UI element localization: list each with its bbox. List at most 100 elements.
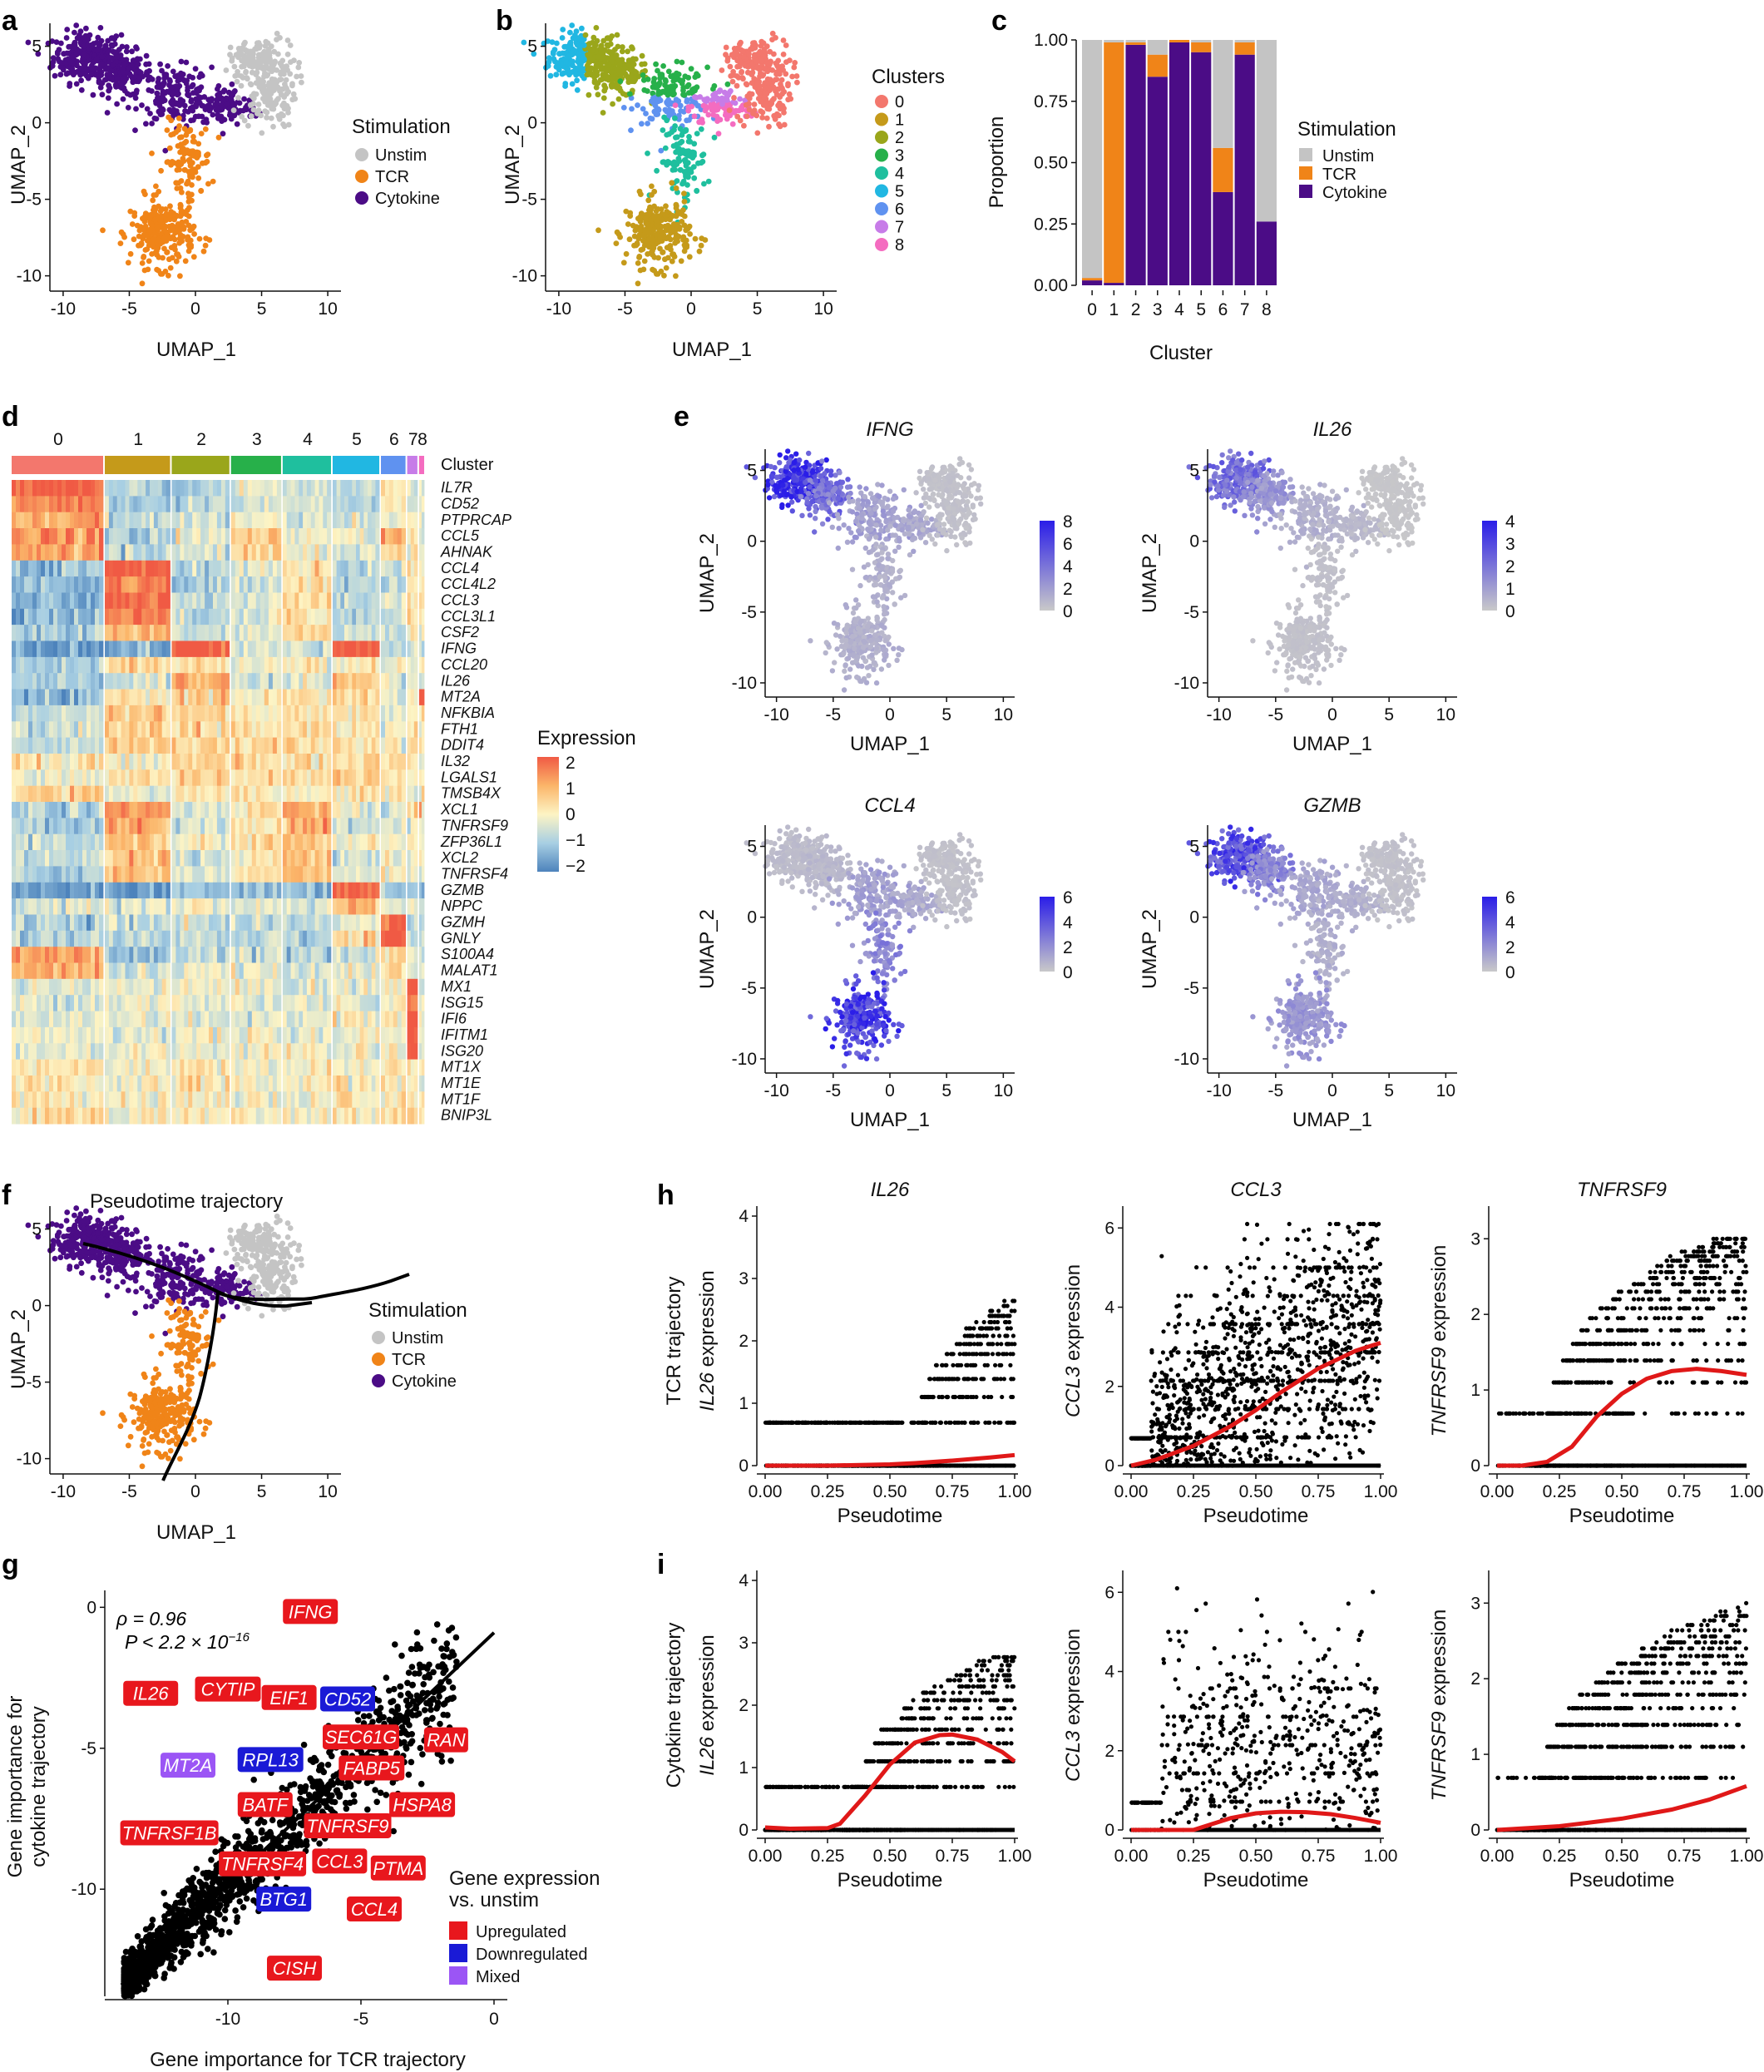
legend-label-cytokine: Cytokine <box>375 190 440 208</box>
panel-a-cell-point <box>178 202 184 208</box>
panel-a-cell-point <box>113 33 119 39</box>
panel-a-cell-point <box>114 54 120 60</box>
panel-a-cell-point <box>232 64 238 70</box>
panel-a-cell-point <box>239 57 245 63</box>
panel-a-cell-point <box>128 251 134 257</box>
panel-a-cell-point <box>237 101 243 106</box>
panel-a-cell-point <box>141 232 147 238</box>
panel-a-cell-point <box>113 84 119 90</box>
panel-a-cell-point <box>149 151 155 156</box>
panel-b-cell-point <box>679 60 685 66</box>
panel-b-cell-point <box>670 85 676 91</box>
panel-a-cell-point <box>239 114 245 120</box>
panel-a-cell-point <box>178 185 184 191</box>
panel-b-cell-point <box>610 76 616 82</box>
panel-a-cell-point <box>132 127 138 133</box>
x-tick-label: -5 <box>121 299 137 319</box>
panel-b-cell-point <box>555 60 561 66</box>
panel-a-cell-point <box>147 229 153 235</box>
panel-a-cell-point <box>235 95 241 101</box>
panel-b-cell-point <box>627 91 633 97</box>
panel-a-cell-point <box>166 159 171 165</box>
panel-a-cell-point <box>183 258 189 264</box>
panel-a-cell-point <box>296 60 302 66</box>
panel-b-cell-point <box>598 46 604 52</box>
panel-a-cell-point <box>187 227 193 233</box>
panel-a-cell-point <box>115 76 121 82</box>
panel-b-cell-point <box>581 42 587 48</box>
panel-a-cell-point <box>94 40 100 46</box>
panel-a-cell-point <box>85 67 91 72</box>
panel-a-cell-point <box>179 59 185 65</box>
panel-a-cell-point <box>268 102 274 108</box>
panel-a-cell-point <box>91 92 96 98</box>
panel-a-cell-point <box>142 219 148 225</box>
panel-a-cell-point <box>224 101 230 107</box>
panel-a-cell-point <box>267 85 273 91</box>
panel-a-cell-point <box>173 129 179 135</box>
panel-b-cell-point <box>594 85 600 91</box>
panel-b-cell-point <box>674 59 680 65</box>
panel-a-cell-point <box>83 26 89 32</box>
panel-a-cell-point <box>175 251 180 257</box>
panel-a-cell-point <box>68 60 74 66</box>
panel-a-cell-point <box>158 168 164 174</box>
panel-a-cell-point <box>207 237 213 243</box>
panel-a-cell-point <box>140 260 146 266</box>
panel-b-cell-point <box>595 91 601 97</box>
panel-a-cell-point <box>183 219 189 225</box>
panel-a-cell-point <box>195 151 201 157</box>
panel-a-cell-point <box>94 57 100 62</box>
panel-a-cell-point <box>281 72 287 77</box>
panel-b-cell-point <box>615 57 621 62</box>
panel-a-cell-point <box>262 71 268 77</box>
panel-a-cell-point <box>197 236 203 242</box>
panel-a-cell-point <box>280 121 286 127</box>
panel-b-cell-point <box>569 22 575 28</box>
panel-b-cell-point <box>704 65 710 71</box>
panel-a-cell-point <box>189 172 195 178</box>
panel-b-cell-point <box>640 72 646 78</box>
panel-a-cell-point <box>184 132 190 138</box>
panel-a-cell-point <box>259 80 264 86</box>
panel-a-cell-point <box>184 181 190 187</box>
panel-a-ylabel: UMAP_2 <box>7 125 30 205</box>
panel-a-cell-point <box>105 110 111 116</box>
panel-b-cell-point <box>576 43 582 49</box>
panel-a-cell-point <box>216 135 222 141</box>
panel-b-cell-point <box>548 73 554 79</box>
panel-b-cell-point <box>575 87 581 93</box>
panel-a-cell-point <box>139 102 145 108</box>
panel-label-e: e <box>674 401 689 433</box>
panel-a-cell-point <box>121 62 127 68</box>
panel-a-cell-point <box>170 227 176 233</box>
panel-a-cell-point <box>158 208 164 214</box>
panel-a-cell-point <box>81 35 86 41</box>
panel-a-cell-point <box>232 88 238 94</box>
panel-a-cell-point <box>168 132 174 138</box>
panel-a-cell-point <box>166 273 171 279</box>
panel-a-cell-point <box>86 42 91 48</box>
panel-b-cell-point <box>598 77 604 83</box>
panel-a-cell-point <box>152 207 158 213</box>
panel-b-cell-point <box>639 121 645 126</box>
panel-a-cell-point <box>186 199 192 205</box>
panel-a-cell-point <box>172 243 178 249</box>
panel-a-cell-point <box>114 101 120 107</box>
panel-a-cell-point <box>170 234 176 240</box>
panel-a-cell-point <box>235 121 240 127</box>
panel-a-cell-point <box>142 268 148 274</box>
panel-a-cell-point <box>156 189 161 195</box>
panel-a-cell-point <box>168 265 174 271</box>
panel-a-cell-point <box>129 48 135 54</box>
panel-b-cell-point <box>590 40 595 46</box>
panel-a-cell-point <box>166 212 172 218</box>
panel-b-cell-point <box>657 80 663 86</box>
panel-a-cell-point <box>72 30 77 36</box>
panel-a-cell-point <box>182 108 188 114</box>
panel-b-cell-point <box>635 102 640 108</box>
panel-a-cell-point <box>143 62 149 67</box>
panel-a-cell-point <box>145 72 151 78</box>
panel-b-cell-point <box>620 48 625 54</box>
panel-a-cell-point <box>168 117 174 123</box>
